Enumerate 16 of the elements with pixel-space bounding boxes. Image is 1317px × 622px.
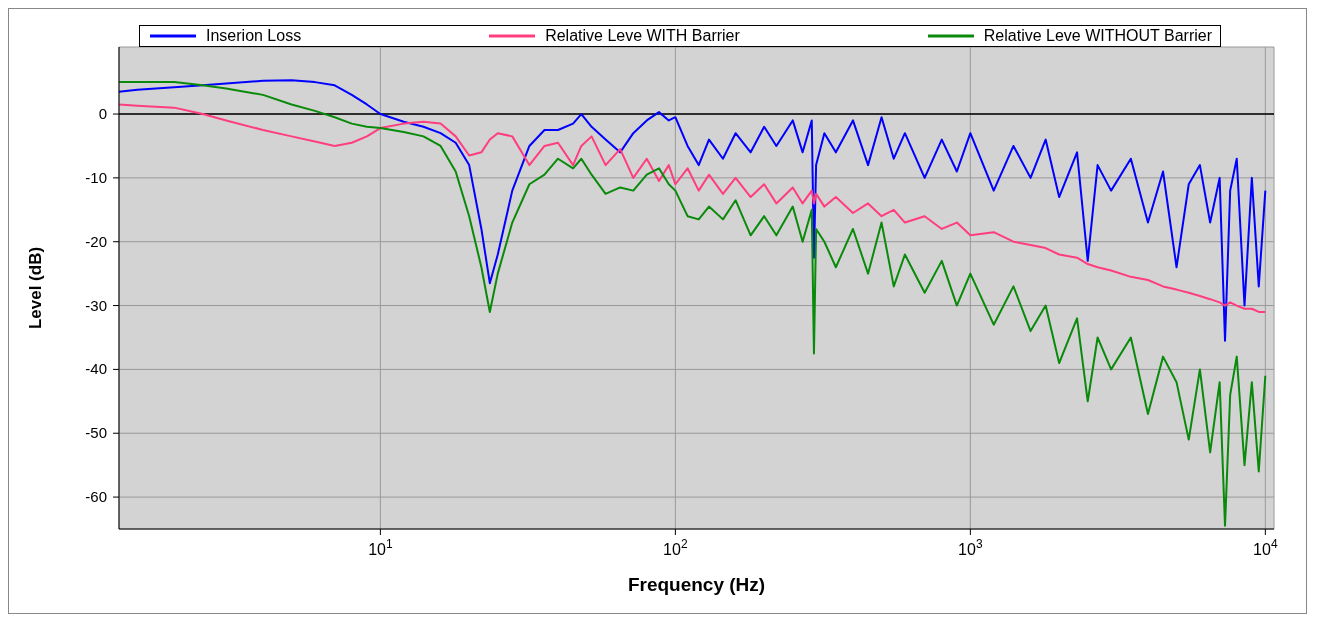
y-axis-title: Level (dB) — [26, 246, 46, 330]
legend-label: Inserion Loss — [206, 27, 302, 45]
x-tick-label: 10$^{4}$ — [1253, 537, 1278, 558]
y-tick-label: -10 — [85, 168, 107, 186]
x-tick-label: 10$^{1}$ — [368, 537, 393, 558]
y-tick-label: -30 — [85, 296, 107, 314]
y-tick-label: 0 — [98, 105, 107, 123]
legend-label: Relative Leve WITHOUT Barrier — [983, 27, 1212, 45]
legend-label: Relative Leve WITH Barrier — [545, 27, 740, 45]
x-axis-title: Frequency (Hz) — [627, 574, 766, 595]
y-tick-label: -50 — [85, 424, 107, 442]
x-tick-label: 10$^{3}$ — [958, 537, 983, 558]
x-tick-label: 10$^{2}$ — [663, 537, 688, 558]
y-tick-label: -40 — [85, 360, 107, 378]
y-tick-label: -20 — [85, 232, 107, 250]
y-tick-label: -60 — [85, 488, 107, 506]
